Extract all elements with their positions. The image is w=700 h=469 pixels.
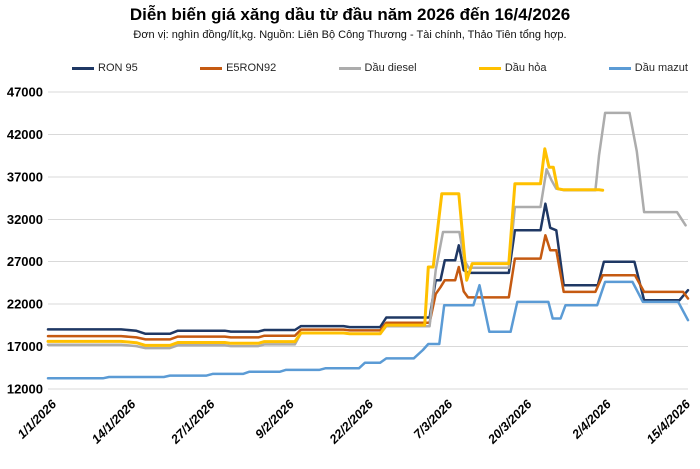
y-axis-tick-label: 32000 [7, 212, 43, 227]
legend-label: Dầu diesel [364, 62, 417, 74]
legend-swatch [608, 66, 631, 70]
series-line-dầu-diesel [46, 111, 687, 350]
legend-item-dầu-diesel: Dầu diesel [338, 62, 417, 74]
series-line-dầu-mazut [46, 280, 690, 380]
legend-label: Dầu hỏa [504, 62, 547, 74]
legend-swatch [200, 66, 223, 70]
y-axis-tick-label: 12000 [7, 382, 43, 397]
legend-label: E5RON92 [226, 62, 277, 74]
x-axis-tick-label: 1/1/2026 [15, 396, 60, 441]
x-axis-tick-label: 9/2/2026 [253, 396, 298, 441]
chart-subtitle: Đơn vị: nghìn đồng/lít,kg. Nguồn: Liên B… [133, 29, 567, 41]
x-axis-tick-label: 20/3/2026 [485, 396, 536, 447]
legend-swatch [72, 66, 94, 70]
legend-label: RON 95 [98, 62, 138, 74]
y-axis-tick-label: 47000 [7, 85, 43, 100]
x-axis-tick-label: 15/4/2026 [644, 396, 694, 446]
x-axis-tick-label: 14/1/2026 [89, 396, 139, 446]
legend-item-e5ron92: E5RON92 [200, 62, 276, 74]
series-line-dầu-hỏa [46, 147, 605, 347]
legend-swatch [338, 66, 361, 70]
series-line-e5ron92 [46, 234, 690, 341]
y-axis-tick-label: 17000 [7, 339, 43, 354]
legend: RON 95 E5RON92 Dầu diesel Dầu hỏa Dầu mazut [72, 60, 688, 76]
legend-item-dầu-hỏa: Dầu hỏa [478, 62, 547, 74]
x-axis-tick-label: 7/3/2026 [411, 396, 456, 441]
x-axis-tick-label: 27/1/2026 [168, 396, 219, 447]
legend-item-dầu-mazut: Dầu mazut [608, 62, 688, 74]
y-axis-tick-label: 22000 [7, 297, 43, 312]
chart-title: Diễn biến giá xăng dầu từ đầu năm 2026 đ… [129, 5, 571, 24]
legend-swatch [478, 66, 501, 70]
y-axis-tick-label: 37000 [7, 169, 43, 184]
legend-item-ron-95: RON 95 [72, 62, 138, 74]
y-axis-tick-label: 42000 [7, 127, 43, 142]
x-axis-tick-label: 2/4/2026 [569, 396, 615, 442]
legend-label: Dầu mazut [634, 62, 688, 74]
y-axis-tick-label: 27000 [7, 254, 43, 269]
series-line-ron-95 [46, 202, 690, 336]
x-axis-tick-label: 22/2/2026 [326, 396, 377, 447]
